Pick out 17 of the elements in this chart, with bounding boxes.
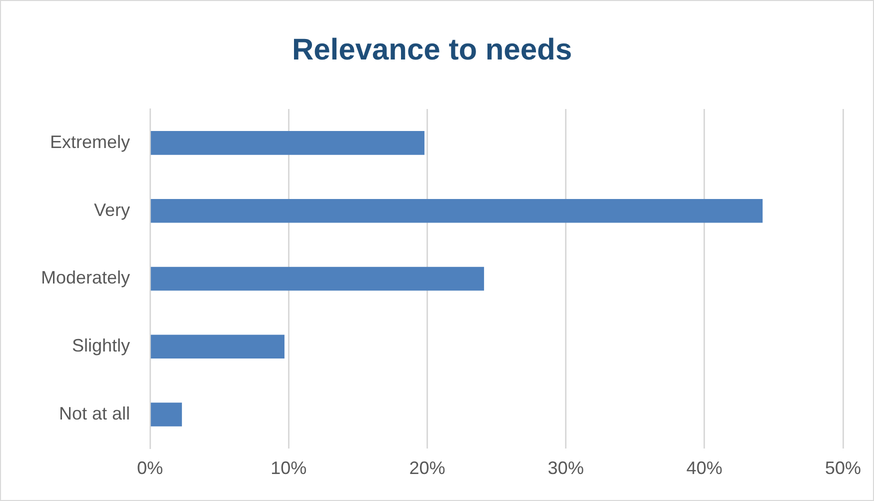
- bar: [150, 131, 424, 155]
- x-tick-label: 20%: [409, 458, 446, 478]
- x-tick-label: 40%: [686, 458, 722, 478]
- y-tick-label: Not at all: [58, 403, 130, 424]
- x-tick-label: 10%: [270, 458, 307, 478]
- chart-title: Relevance to needs: [292, 33, 572, 66]
- bar: [150, 402, 182, 426]
- bar: [150, 266, 484, 291]
- x-tick-label: 0%: [137, 458, 164, 478]
- x-tick-label: 50%: [824, 458, 862, 478]
- bar: [150, 198, 763, 223]
- y-tick-label: Very: [94, 200, 130, 220]
- y-tick-label: Extremely: [50, 132, 130, 152]
- bar: [150, 334, 284, 358]
- y-tick-label: Slightly: [72, 336, 130, 356]
- y-tick-label: Moderately: [40, 268, 130, 288]
- x-tick-label: 30%: [548, 458, 584, 478]
